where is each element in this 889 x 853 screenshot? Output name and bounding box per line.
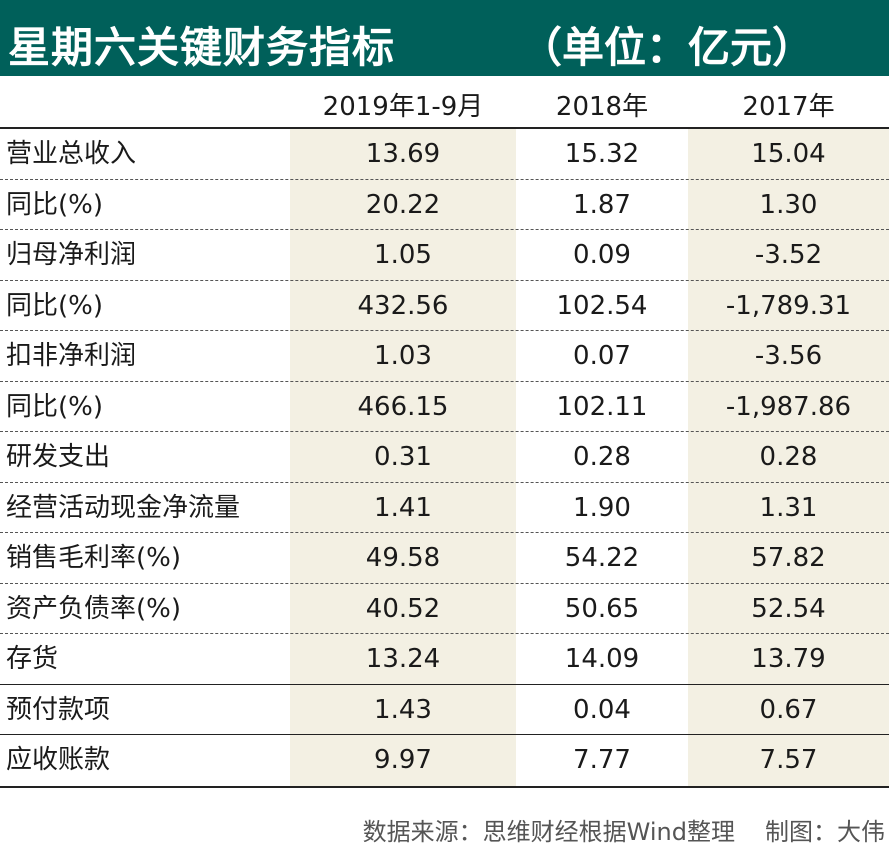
row-divider bbox=[0, 582, 889, 584]
cell-value: 9.97 bbox=[374, 745, 432, 775]
column-header-2017: 2017年 bbox=[742, 92, 835, 122]
row-label: 同比(%) bbox=[6, 189, 103, 220]
cell-value: -1,789.31 bbox=[725, 290, 852, 321]
cell-value: 1.31 bbox=[759, 492, 818, 523]
row-divider bbox=[0, 330, 889, 331]
row-label: 存货 bbox=[6, 644, 59, 674]
cell-value: 0.67 bbox=[759, 694, 818, 725]
cell-value: 15.32 bbox=[564, 139, 640, 169]
cell-value: 20.22 bbox=[365, 189, 441, 220]
table-row: 同比(%) 466.15 102.11 -1,987.86 bbox=[0, 382, 889, 432]
row-label: 预付款项 bbox=[6, 694, 111, 725]
cell-value: 40.52 bbox=[365, 593, 441, 624]
cell-value: 102.54 bbox=[556, 290, 648, 321]
row-label: 资产负债率(%) bbox=[6, 593, 181, 624]
row-divider bbox=[0, 683, 889, 685]
table-row: 资产负债率(%) 40.52 50.65 52.54 bbox=[0, 584, 889, 634]
cell-value: 102.11 bbox=[556, 391, 648, 422]
cell-value: 0.07 bbox=[573, 341, 631, 371]
cell-value: 432.56 bbox=[357, 290, 449, 321]
table-row: 应收账款 9.97 7.77 7.57 bbox=[0, 735, 889, 786]
cell-value: 1.05 bbox=[374, 240, 432, 270]
footer-credits: 数据来源：思维财经根据Wind整理 制图：大伟 bbox=[363, 812, 885, 847]
row-divider bbox=[0, 178, 889, 180]
row-divider bbox=[0, 633, 889, 634]
header-divider bbox=[0, 127, 889, 129]
row-label: 同比(%) bbox=[6, 391, 103, 422]
source-note: 数据来源：思维财经根据Wind整理 bbox=[362, 818, 735, 846]
row-label: 销售毛利率(%) bbox=[6, 543, 181, 573]
cell-value: 0.04 bbox=[573, 694, 631, 725]
table-body: 营业总收入 13.69 15.32 15.04 同比(%) 20.22 1.87… bbox=[0, 129, 889, 786]
table-header: 2019年1-9月 2018年 2017年 bbox=[0, 76, 889, 128]
cell-value: 466.15 bbox=[357, 391, 449, 422]
cell-value: -3.56 bbox=[754, 341, 823, 371]
cell-value: 0.09 bbox=[573, 240, 631, 270]
author-note: 制图：大伟 bbox=[765, 818, 885, 846]
row-label: 经营活动现金净流量 bbox=[6, 492, 241, 523]
column-header-2018: 2018年 bbox=[555, 92, 649, 122]
page-title: 星期六关键财务指标 bbox=[8, 23, 396, 72]
row-label: 研发支出 bbox=[6, 442, 111, 472]
column-shade-2019 bbox=[290, 129, 516, 786]
table-row: 归母净利润 1.05 0.09 -3.52 bbox=[0, 230, 889, 281]
unit-label: （单位：亿元） bbox=[520, 23, 815, 72]
table-row: 扣非净利润 1.03 0.07 -3.56 bbox=[0, 331, 889, 382]
table-row: 研发支出 0.31 0.28 0.28 bbox=[0, 432, 889, 483]
table-row: 营业总收入 13.69 15.32 15.04 bbox=[0, 129, 889, 180]
table-row: 同比(%) 20.22 1.87 1.30 bbox=[0, 180, 889, 230]
cell-value: 52.54 bbox=[751, 593, 826, 624]
cell-value: 1.43 bbox=[374, 694, 432, 725]
row-label: 应收账款 bbox=[6, 745, 111, 775]
cell-value: 50.65 bbox=[564, 593, 640, 624]
cell-value: 54.22 bbox=[564, 543, 640, 573]
cell-value: 13.24 bbox=[365, 644, 441, 674]
row-divider bbox=[0, 532, 889, 533]
cell-value: 49.58 bbox=[365, 543, 441, 573]
cell-value: 7.77 bbox=[573, 745, 631, 775]
table-row: 销售毛利率(%) 49.58 54.22 57.82 bbox=[0, 533, 889, 584]
cell-value: 0.31 bbox=[374, 442, 432, 472]
cell-value: 1.30 bbox=[759, 189, 818, 220]
cell-value: 1.90 bbox=[573, 492, 631, 523]
table-bottom-rule bbox=[0, 786, 889, 788]
cell-value: 14.09 bbox=[564, 644, 640, 674]
cell-value: 15.04 bbox=[751, 139, 826, 169]
cell-value: 7.57 bbox=[759, 745, 818, 775]
cell-value: 1.87 bbox=[573, 189, 631, 220]
cell-value: 13.79 bbox=[751, 644, 826, 674]
cell-value: 1.03 bbox=[374, 341, 432, 371]
cell-value: 0.28 bbox=[573, 442, 631, 472]
cell-value: -1,987.86 bbox=[725, 391, 852, 422]
row-label: 同比(%) bbox=[6, 290, 103, 321]
table-row: 预付款项 1.43 0.04 0.67 bbox=[0, 685, 889, 735]
table-row: 同比(%) 432.56 102.54 -1,789.31 bbox=[0, 281, 889, 331]
row-divider bbox=[0, 380, 889, 382]
cell-value: -3.52 bbox=[754, 240, 823, 270]
column-shade-2017 bbox=[688, 129, 889, 786]
row-divider bbox=[0, 229, 889, 230]
row-divider bbox=[0, 431, 889, 432]
title-bar: 星期六关键财务指标 （单位：亿元） bbox=[0, 0, 889, 76]
row-divider bbox=[0, 279, 889, 281]
cell-value: 13.69 bbox=[365, 139, 441, 169]
row-divider bbox=[0, 734, 889, 735]
table-row: 经营活动现金净流量 1.41 1.90 1.31 bbox=[0, 483, 889, 533]
cell-value: 1.41 bbox=[374, 492, 432, 523]
row-divider bbox=[0, 481, 889, 483]
row-label: 营业总收入 bbox=[6, 139, 137, 169]
cell-value: 57.82 bbox=[751, 543, 826, 573]
row-label: 归母净利润 bbox=[6, 240, 137, 270]
column-header-2019: 2019年1-9月 bbox=[322, 92, 484, 122]
table-row: 存货 13.24 14.09 13.79 bbox=[0, 634, 889, 685]
row-label: 扣非净利润 bbox=[6, 341, 137, 371]
cell-value: 0.28 bbox=[759, 442, 818, 472]
